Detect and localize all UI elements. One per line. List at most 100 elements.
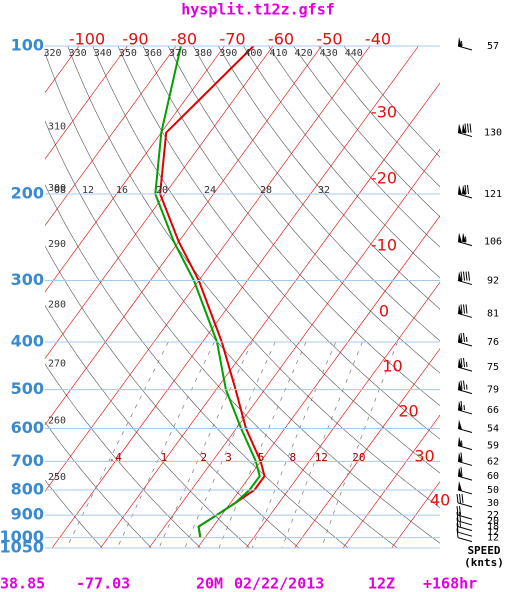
dry-adiabat [293,46,440,218]
wind-barb [456,528,473,543]
barb-staff [457,341,473,347]
barb-pennant [458,232,462,243]
barb-full [456,523,459,533]
temperature-label: -90 [122,30,148,49]
wind-barb [457,358,473,372]
wind-speed-label: 30 [487,498,499,509]
barb-full [468,271,470,281]
barb-full [456,506,459,516]
barb-full [460,332,463,343]
y-tick-label: 1050 [0,538,44,557]
mixing-ratio-label: 12 [315,451,328,464]
wind-speed-label: 76 [487,337,499,348]
wind-unit: (knts) [464,556,504,569]
barb-half [463,404,465,410]
theta-label: 440 [345,48,363,59]
isotherm [51,46,419,548]
barb-full [467,184,469,195]
wind-speed-label: 22 [487,510,499,521]
wind-barb [456,493,473,508]
wind-speed-label: 59 [487,441,499,452]
wind-speed-label: 66 [487,405,499,416]
dry-adiabat [218,46,440,310]
chart-title: hysplit.t12z.gfsf [181,1,335,19]
mixing-ratio-line [116,341,215,548]
theta-label: 380 [194,48,212,59]
wind-speed-label: 106 [484,237,502,248]
dry-adiabat [117,46,440,440]
barb-staff [457,409,473,415]
dry-adiabat [243,46,440,279]
y-tick-label: 100 [11,36,44,55]
barb-staff [457,475,473,481]
y-tick-label: 900 [11,505,44,524]
barb-full [459,506,461,516]
barb-staff [457,489,473,495]
temperature-label: -100 [69,30,105,49]
upper-label: 24 [204,185,216,196]
theta-label: 320 [44,48,62,59]
theta-label: 270 [48,358,66,369]
barb-pennant [458,184,462,195]
dry-adiabat [142,46,440,407]
barb-staff [457,526,473,532]
wind-speed-label: 57 [487,41,499,52]
mixing-ratio-label: 2 [201,451,208,464]
mixing-ratio-line [281,341,363,548]
theta-label: 350 [119,48,137,59]
isotherm [45,46,80,94]
theta-label: 410 [269,48,287,59]
barb-half [459,521,461,527]
y-tick-label: 200 [11,183,44,202]
isotherm [45,46,274,359]
latitude: 38.85 [0,575,45,592]
isotherm [197,215,440,548]
barb-staff [457,531,473,537]
theta-label: 400 [244,48,262,59]
upper-label: 28 [260,185,272,196]
isotherm [45,46,371,492]
wind-speed-label: 54 [487,424,499,435]
wind-speed-label: 79 [487,385,499,396]
barb-pennant [458,436,462,447]
isotherm [45,46,322,426]
wind-barb [456,517,473,532]
dry-adiabat [167,46,440,374]
wind-speed-label: 20 [487,516,499,527]
barb-full [456,511,459,521]
temperature-line [159,46,266,538]
barb-pennant [458,380,462,391]
theta-label: 260 [48,416,66,427]
isotherm [45,46,225,293]
mixing-ratio-label: 1 [161,451,168,464]
y-tick-label: 1000 [0,527,44,546]
barb-staff [457,193,473,199]
isotherm [45,46,128,160]
wind-barb [457,232,473,247]
isotherm [245,281,440,548]
wind-barb [457,480,473,495]
time: 12Z [368,575,395,592]
temperature-label: 10 [382,357,402,376]
barb-pennant [458,332,462,343]
mixing-ratio-label: .4 [109,451,123,464]
elevation: 20M [196,575,223,592]
barb-pennant [458,480,462,491]
theta-label: 280 [48,299,66,310]
barb-pennant [462,184,466,195]
mixing-ratio-label: 3 [225,451,232,464]
y-tick-label: 300 [11,270,44,289]
barb-half [466,362,468,368]
barb-full [459,493,461,503]
barb-full [465,304,468,314]
wind-barb [457,400,473,415]
theta-label: 390 [219,48,237,59]
temperature-label: -40 [365,30,391,49]
theta-label: 290 [48,239,66,250]
wind-barb [456,523,473,537]
barb-full [460,400,463,411]
barb-half [461,440,463,446]
barb-full [460,304,463,314]
dry-adiabat [45,120,398,548]
